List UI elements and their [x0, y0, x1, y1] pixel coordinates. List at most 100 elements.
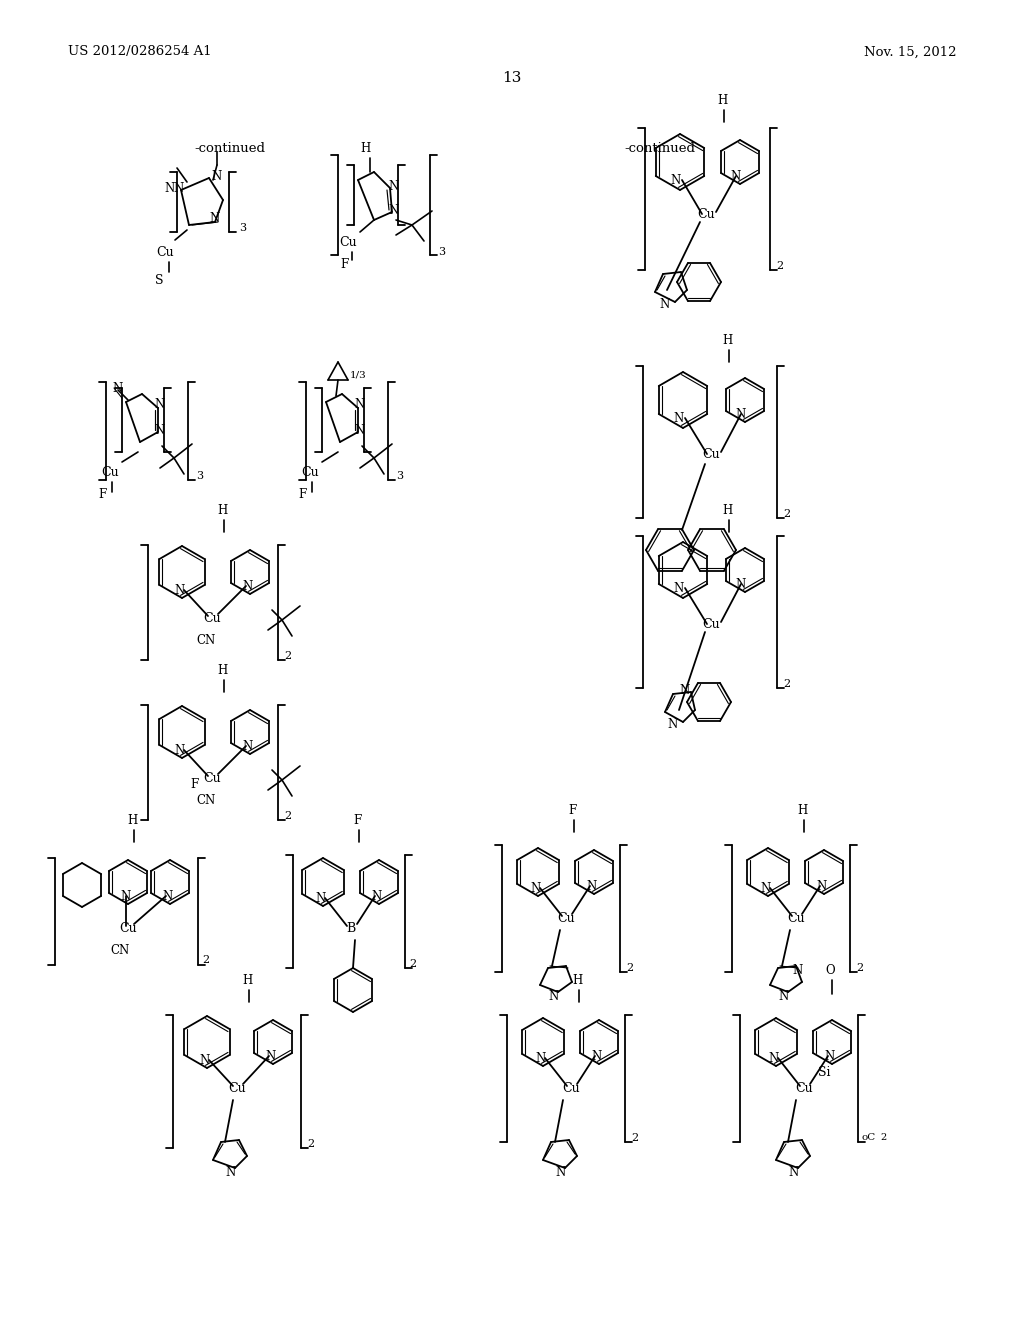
Text: 2: 2 [284, 810, 291, 821]
Text: 2: 2 [409, 960, 416, 969]
Text: Cu: Cu [702, 447, 720, 461]
Text: H: H [571, 974, 582, 986]
Text: N: N [674, 412, 684, 425]
Text: CN: CN [197, 793, 216, 807]
Text: N: N [212, 170, 222, 183]
Text: Cu: Cu [339, 235, 356, 248]
Text: oC: oC [862, 1134, 877, 1143]
Text: N: N [731, 169, 741, 182]
Text: H: H [797, 804, 807, 817]
Text: F: F [298, 487, 306, 500]
Text: N: N [671, 173, 681, 186]
Text: Cu: Cu [301, 466, 318, 479]
Text: H: H [217, 503, 227, 516]
Text: H: H [127, 813, 137, 826]
Text: S: S [155, 273, 163, 286]
Text: -continued: -continued [195, 141, 265, 154]
Text: Cu: Cu [562, 1081, 580, 1094]
Text: Nov. 15, 2012: Nov. 15, 2012 [863, 45, 956, 58]
Text: N: N [736, 578, 746, 590]
Text: 3: 3 [396, 471, 403, 480]
Text: 13: 13 [503, 71, 521, 84]
Text: F: F [98, 487, 106, 500]
Text: CN: CN [111, 944, 130, 957]
Text: Cu: Cu [796, 1081, 813, 1094]
Text: N: N [680, 684, 690, 697]
Text: N: N [243, 739, 253, 752]
Text: N: N [354, 424, 365, 437]
Text: N: N [354, 399, 365, 412]
Text: H: H [717, 94, 727, 107]
Text: N: N [372, 890, 382, 903]
Text: H: H [722, 503, 732, 516]
Text: H: H [722, 334, 732, 346]
Text: 2: 2 [856, 964, 863, 973]
Text: Cu: Cu [203, 611, 221, 624]
Text: N: N [556, 1166, 566, 1179]
Text: N: N [788, 1166, 799, 1179]
Text: Cu: Cu [557, 912, 574, 924]
Text: N: N [668, 718, 678, 731]
Text: N: N [388, 180, 398, 193]
Text: N: N [175, 583, 185, 597]
Text: Cu: Cu [702, 618, 720, 631]
Text: N: N [175, 743, 185, 756]
Text: 2: 2 [880, 1134, 886, 1143]
Text: N: N [243, 579, 253, 593]
Text: O: O [825, 964, 835, 977]
Text: Cu: Cu [101, 466, 119, 479]
Text: Cu: Cu [119, 921, 137, 935]
Text: Si: Si [818, 1065, 830, 1078]
Text: N: N [210, 211, 220, 224]
Text: 3: 3 [438, 247, 445, 257]
Text: N: N [154, 424, 164, 437]
Text: US 2012/0286254 A1: US 2012/0286254 A1 [68, 45, 212, 58]
Text: N: N [315, 891, 326, 904]
Text: N: N [761, 882, 771, 895]
Text: Cu: Cu [157, 246, 174, 259]
Text: N: N [266, 1049, 276, 1063]
Text: 2: 2 [783, 678, 791, 689]
Text: 2: 2 [284, 651, 291, 661]
Text: N: N [163, 890, 173, 903]
Text: N: N [674, 582, 684, 594]
Text: 2: 2 [783, 510, 791, 519]
Text: N: N [769, 1052, 779, 1064]
Text: 2: 2 [307, 1139, 314, 1148]
Text: F: F [340, 257, 348, 271]
Text: N: N [825, 1049, 836, 1063]
Text: N: N [112, 381, 122, 395]
Text: N: N [736, 408, 746, 421]
Text: 2: 2 [776, 261, 783, 271]
Text: CN: CN [197, 634, 216, 647]
Text: N: N [121, 890, 131, 903]
Text: Cu: Cu [203, 771, 221, 784]
Text: N: N [659, 298, 670, 312]
Text: N: N [388, 203, 398, 216]
Text: N: N [592, 1049, 602, 1063]
Text: Cu: Cu [228, 1081, 246, 1094]
Text: N: N [165, 181, 175, 194]
Text: N: N [154, 399, 164, 412]
Text: N: N [587, 879, 597, 892]
Text: F: F [568, 804, 577, 817]
Text: F: F [353, 813, 361, 826]
Text: N: N [536, 1052, 546, 1064]
Text: 2: 2 [202, 954, 209, 965]
Text: 3: 3 [239, 223, 246, 234]
Text: N: N [793, 964, 803, 977]
Text: N: N [226, 1166, 237, 1179]
Text: 2: 2 [631, 1133, 638, 1143]
Text: B: B [346, 921, 355, 935]
Text: Cu: Cu [697, 207, 715, 220]
Text: 2: 2 [626, 964, 633, 973]
Text: N: N [779, 990, 790, 1002]
Text: H: H [359, 141, 370, 154]
Text: N: N [200, 1053, 210, 1067]
Text: -continued: -continued [625, 141, 695, 154]
Text: 1/3: 1/3 [350, 371, 367, 380]
Text: N: N [549, 990, 559, 1002]
Text: H: H [217, 664, 227, 676]
Text: N: N [530, 882, 541, 895]
Text: F: F [190, 777, 199, 791]
